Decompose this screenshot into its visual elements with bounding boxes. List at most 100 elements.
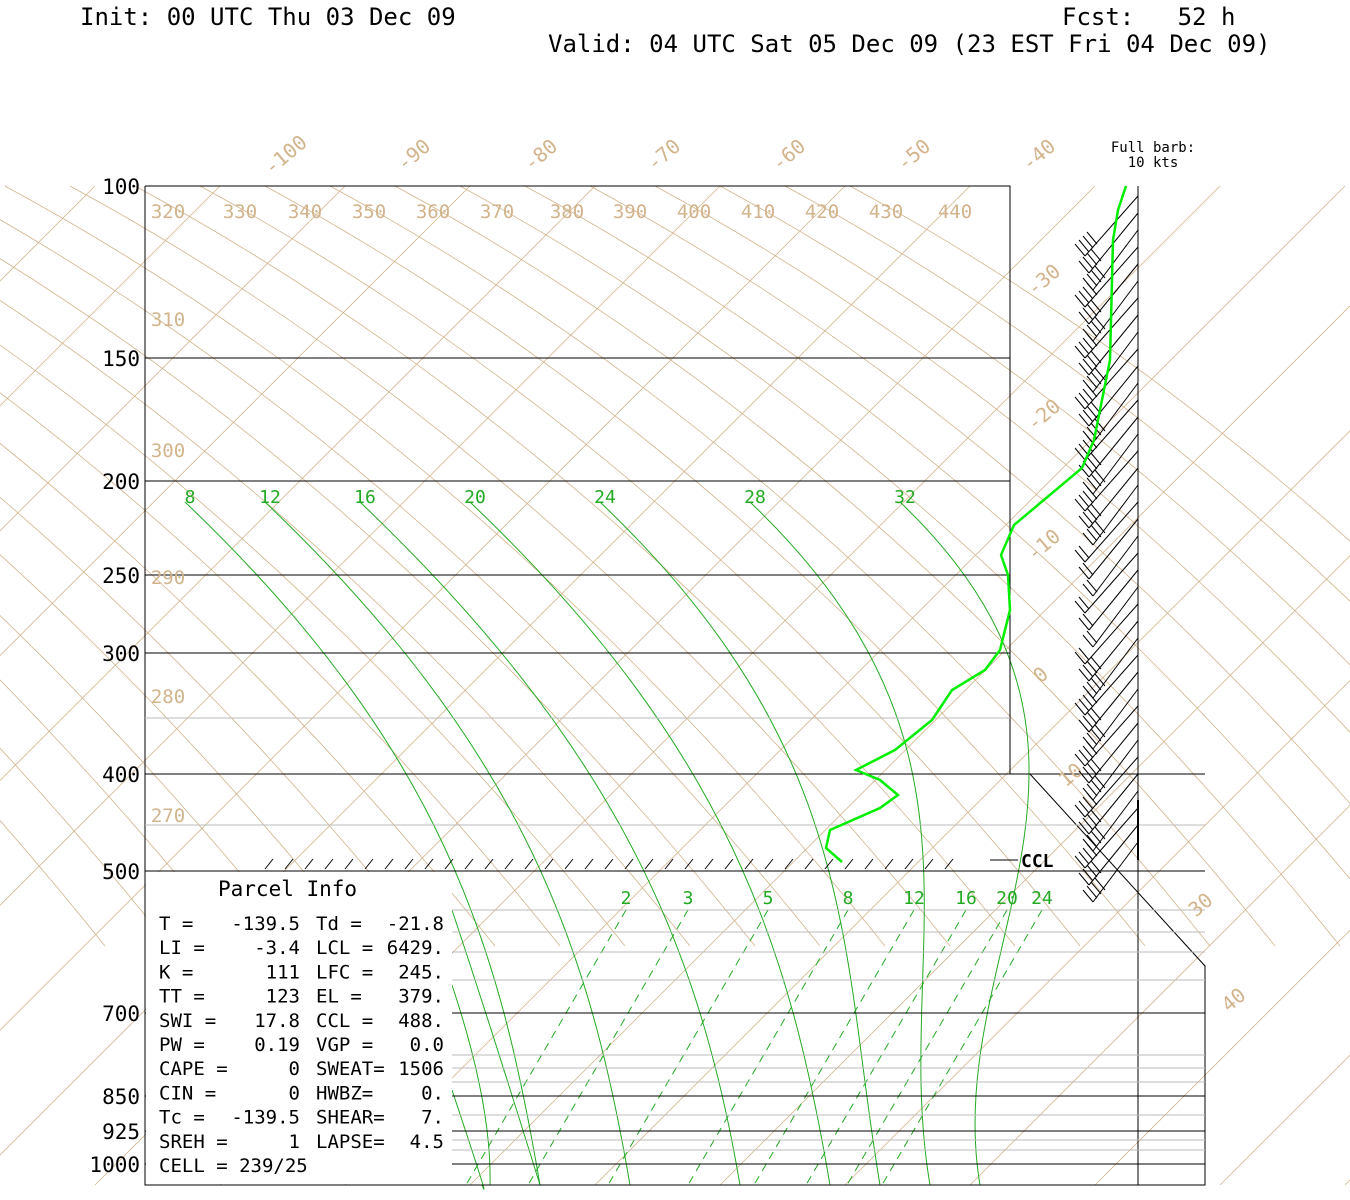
isotherm-line <box>0 185 221 407</box>
wind-barb-flag <box>1082 511 1094 525</box>
isotherm-line <box>969 804 1350 1186</box>
dry-adiabat-label: 420 <box>805 201 839 223</box>
dry-adiabat-line <box>0 392 561 947</box>
isotherm-label: -80 <box>519 134 562 176</box>
wind-barb-flag <box>1078 392 1090 406</box>
parcel-row-value-right: 4.5 <box>410 1131 444 1153</box>
hatch-mark <box>384 858 394 870</box>
dry-adiabat-label: 380 <box>550 201 584 223</box>
wind-barb-flag <box>1094 469 1106 483</box>
wind-barb-flag <box>1086 660 1098 674</box>
wind-barb-staff <box>1088 824 1139 886</box>
wind-barb-flag <box>1074 855 1086 869</box>
wind-barb-flag <box>1074 447 1086 461</box>
wind-barb-flag <box>1078 413 1090 427</box>
wind-barb-flag <box>1090 503 1102 517</box>
dry-adiabat-label: 310 <box>151 309 185 331</box>
dry-adiabat-label: 300 <box>151 440 185 462</box>
hatch-mark <box>804 858 814 870</box>
moist-adiabat-line <box>264 501 631 1186</box>
wind-barb-flag <box>1090 860 1102 874</box>
parcel-row-label-right: Td = <box>316 913 362 935</box>
wind-barb-flag <box>1082 817 1094 831</box>
hatch-mark <box>924 858 934 870</box>
wind-barb-flag <box>1078 596 1090 610</box>
dry-adiabat-label: 440 <box>938 201 972 223</box>
hatch-mark <box>464 858 474 870</box>
mixing-ratio-label: 2 <box>621 888 632 909</box>
dry-adiabat-label: 280 <box>151 686 185 708</box>
isotherm-line <box>0 185 971 1156</box>
mixing-ratio-labels: 2 3 5 8 12 16 20 24 <box>621 888 1053 909</box>
dry-adiabat-line <box>69 185 951 947</box>
moist-adiabat-label: 12 <box>259 487 281 508</box>
dry-adiabat-line <box>0 442 496 947</box>
mixing-ratio-label: 20 <box>996 888 1018 909</box>
wind-barb-staff <box>1092 790 1139 852</box>
wind-barb-staff <box>1092 739 1139 801</box>
wind-barb-flag <box>1082 634 1094 648</box>
parcel-row-label: T = <box>159 913 193 935</box>
mixing-ratio-label: 24 <box>1031 888 1053 909</box>
dry-adiabat-label: 410 <box>741 201 775 223</box>
hatch-mark <box>544 858 554 870</box>
level-hatching <box>264 858 954 870</box>
wind-barb-flag <box>1094 877 1106 891</box>
moist-adiabat-label: 16 <box>354 487 376 508</box>
isotherm-line <box>719 555 1350 1186</box>
wind-barb-flag <box>1086 813 1098 827</box>
mixing-ratio-lines <box>465 909 1043 1186</box>
wind-barb-flag <box>1086 783 1098 797</box>
wind-barb-flag <box>1082 358 1094 372</box>
moist-adiabat-label: 28 <box>744 487 766 508</box>
hatch-mark <box>944 858 954 870</box>
wind-barb-flag <box>1086 864 1098 878</box>
parcel-row-value-right: 1506 <box>398 1058 444 1080</box>
wind-barb-flag <box>1086 834 1098 848</box>
isotherm-label: 30 <box>1184 888 1218 922</box>
hatch-mark <box>824 858 834 870</box>
wind-barb-flag <box>1090 299 1102 313</box>
wind-barb-staff <box>1092 433 1139 495</box>
wind-barb-staff <box>1092 280 1139 342</box>
parcel-row-value: -139.5 <box>231 913 300 935</box>
wind-barb-staff <box>1084 450 1139 512</box>
dry-adiabat-line <box>0 554 366 947</box>
wind-barb-flag <box>1078 290 1090 304</box>
temperature-profile-line <box>824 185 1128 863</box>
wind-barb-staff <box>1084 399 1139 461</box>
wind-barb-flag <box>1090 452 1102 466</box>
wind-barb-staff <box>1088 518 1139 580</box>
moist-adiabat-line <box>469 501 831 1186</box>
dry-adiabat-line <box>264 185 1146 947</box>
wind-barb-flag <box>1090 758 1102 772</box>
wind-barb-flag <box>1078 566 1090 580</box>
wind-barb-flag <box>1078 668 1090 682</box>
wind-barb-flag <box>1086 681 1098 695</box>
parcel-row-value-right: 379. <box>398 986 444 1008</box>
wind-barb-staff <box>1084 654 1139 716</box>
mixing-ratio-label: 8 <box>843 888 854 909</box>
hatch-mark <box>684 858 694 870</box>
wind-barb-staff <box>1092 331 1139 393</box>
wind-barb-flag <box>1082 796 1094 810</box>
wind-barb-flag <box>1090 473 1102 487</box>
wind-barb-flag <box>1082 715 1094 729</box>
dry-adiabat-line <box>0 219 821 947</box>
wind-barb-flag <box>1074 600 1086 614</box>
dry-adiabat-label: 400 <box>677 201 711 223</box>
isotherm-label: 40 <box>1217 983 1251 1017</box>
pressure-label-300: 300 <box>102 642 140 666</box>
wind-barb-staff <box>1084 807 1139 869</box>
wind-barb-flag <box>1082 868 1094 882</box>
hatch-mark <box>504 858 514 870</box>
wind-barb-staff <box>1092 637 1139 699</box>
moist-adiabat-line <box>184 501 541 1186</box>
parcel-row-label: LI = <box>159 937 205 959</box>
hatch-mark <box>564 858 574 870</box>
wind-barb-staff <box>1088 365 1139 427</box>
wind-barb-flag <box>1094 673 1106 687</box>
dry-adiabat-line <box>654 185 1350 733</box>
wind-barb-flag <box>1086 252 1098 266</box>
isotherm-line <box>594 430 1350 1186</box>
